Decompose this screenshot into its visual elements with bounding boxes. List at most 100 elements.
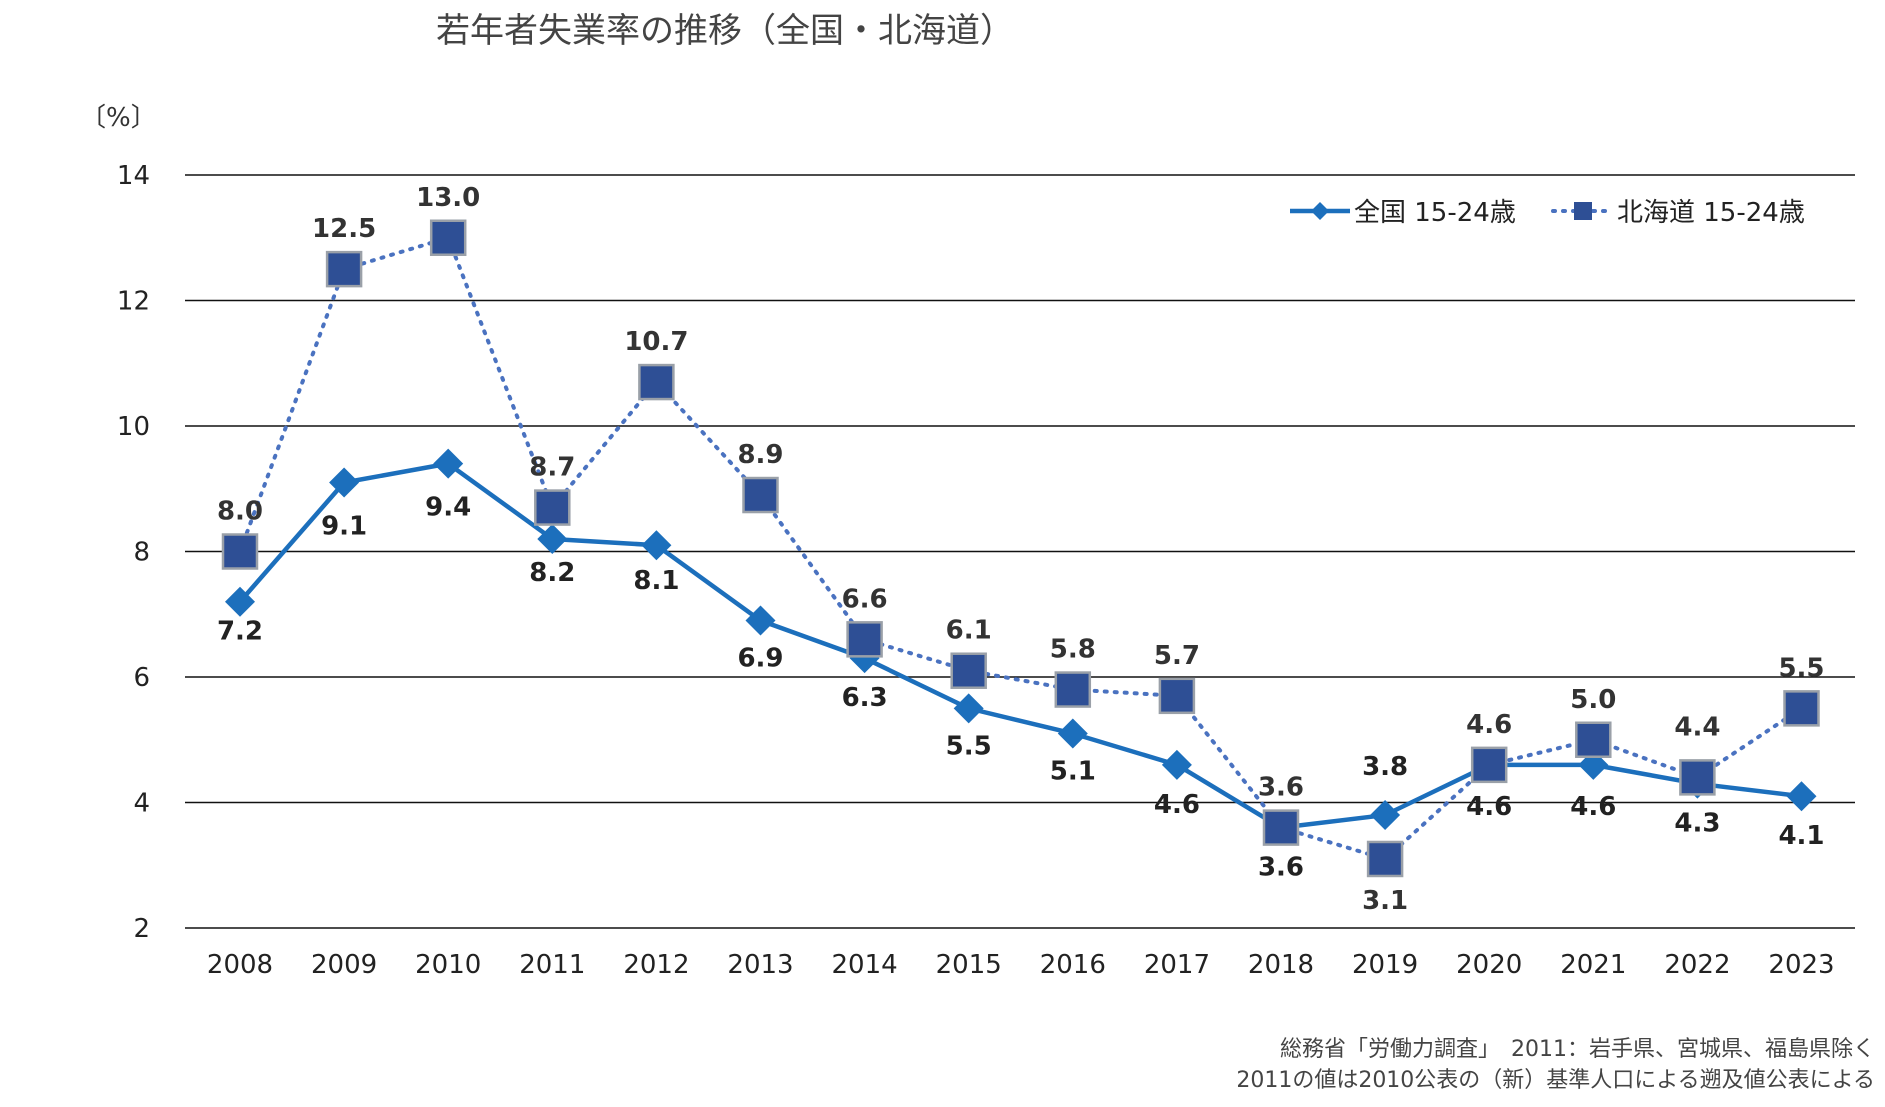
y-tick-label: 6 bbox=[133, 663, 150, 693]
data-label-national: 6.3 bbox=[842, 683, 888, 713]
data-label-national: 4.3 bbox=[1674, 809, 1720, 839]
data-label-hokkaido: 4.4 bbox=[1674, 712, 1720, 742]
point-hokkaido bbox=[325, 250, 363, 288]
data-label-hokkaido: 5.7 bbox=[1154, 641, 1200, 671]
data-label-hokkaido: 12.5 bbox=[312, 214, 376, 244]
x-tick-label: 2020 bbox=[1456, 950, 1522, 980]
data-label-national: 6.9 bbox=[737, 644, 783, 674]
point-national bbox=[329, 467, 360, 498]
data-label-hokkaido: 5.8 bbox=[1050, 635, 1096, 665]
point-national bbox=[1161, 749, 1192, 780]
point-hokkaido bbox=[742, 476, 779, 514]
y-tick-label: 2 bbox=[133, 914, 150, 944]
legend-label-national: 全国 15-24歳 bbox=[1354, 198, 1516, 228]
point-hokkaido bbox=[534, 489, 571, 526]
x-tick-label: 2021 bbox=[1560, 950, 1626, 980]
x-tick-label: 2018 bbox=[1248, 950, 1314, 980]
point-national bbox=[641, 530, 672, 561]
data-label-national: 4.6 bbox=[1570, 792, 1616, 822]
point-hokkaido bbox=[1679, 759, 1716, 796]
x-tick-label: 2016 bbox=[1040, 950, 1106, 980]
legend-marker-national bbox=[1311, 202, 1329, 220]
point-hokkaido bbox=[1575, 721, 1612, 758]
data-label-national: 8.2 bbox=[529, 558, 575, 588]
point-hokkaido bbox=[429, 219, 467, 256]
data-label-national: 7.2 bbox=[217, 617, 263, 647]
data-label-hokkaido: 6.6 bbox=[842, 584, 888, 614]
series-layer bbox=[221, 219, 1820, 878]
data-label-national: 4.6 bbox=[1154, 790, 1200, 820]
y-unit-label: 〔%〕 bbox=[80, 103, 157, 133]
point-hokkaido bbox=[950, 652, 987, 689]
y-tick-label: 8 bbox=[133, 538, 150, 568]
point-hokkaido bbox=[846, 621, 883, 658]
series-line-national bbox=[238, 461, 1802, 830]
point-national bbox=[225, 586, 255, 617]
data-label-national: 3.8 bbox=[1362, 752, 1408, 782]
point-national bbox=[1370, 800, 1401, 831]
point-hokkaido bbox=[1783, 690, 1820, 727]
y-tick-label: 10 bbox=[117, 412, 150, 442]
point-hokkaido bbox=[1054, 671, 1092, 708]
chart-title: 若年者失業率の推移（全国・北海道） bbox=[436, 11, 1014, 51]
point-hokkaido bbox=[1366, 840, 1404, 878]
point-hokkaido bbox=[1262, 809, 1300, 846]
point-national bbox=[953, 693, 984, 724]
point-national bbox=[745, 605, 776, 636]
point-hokkaido bbox=[221, 533, 259, 570]
data-label-national: 9.1 bbox=[321, 511, 367, 541]
y-tick-label: 14 bbox=[117, 161, 150, 191]
data-label-national: 5.5 bbox=[946, 731, 992, 761]
data-label-hokkaido: 13.0 bbox=[416, 183, 480, 213]
x-tick-label: 2013 bbox=[727, 950, 793, 980]
source-notes: 総務省「労働力調査」 2011：岩手県、宮城県、福島県除く 2011の値は2010… bbox=[1236, 1037, 1875, 1093]
x-tick-label: 2023 bbox=[1768, 950, 1834, 980]
y-tick-label: 4 bbox=[133, 789, 150, 819]
data-label-hokkaido: 8.0 bbox=[217, 497, 263, 527]
data-label-hokkaido: 8.9 bbox=[737, 440, 783, 470]
data-label-national: 5.1 bbox=[1050, 756, 1096, 786]
data-label-national: 9.4 bbox=[425, 493, 471, 523]
data-label-national: 4.1 bbox=[1778, 821, 1824, 851]
x-tick-label: 2015 bbox=[936, 950, 1002, 980]
point-hokkaido bbox=[1470, 746, 1508, 784]
data-label-national: 4.6 bbox=[1466, 792, 1512, 822]
x-tick-label: 2010 bbox=[415, 950, 481, 980]
x-tick-label: 2011 bbox=[519, 950, 585, 980]
data-label-hokkaido: 10.7 bbox=[624, 327, 688, 357]
legend-label-hokkaido: 北海道 15-24歳 bbox=[1617, 198, 1805, 228]
legend: 全国 15-24歳 北海道 15-24歳 bbox=[1290, 198, 1805, 228]
point-hokkaido bbox=[638, 363, 675, 401]
data-label-hokkaido: 3.6 bbox=[1258, 773, 1304, 803]
source-note: 2011の値は2010公表の（新）基準人口による遡及値公表による bbox=[1236, 1068, 1875, 1093]
x-tick-label: 2012 bbox=[623, 950, 689, 980]
point-national bbox=[537, 523, 568, 554]
source-note: 総務省「労働力調査」 2011：岩手県、宮城県、福島県除く bbox=[1280, 1037, 1875, 1062]
x-tick-label: 2017 bbox=[1144, 950, 1210, 980]
point-national bbox=[433, 448, 464, 479]
data-labels: 7.2 9.1 9.4 8.2 8.1 6.9 6.3 5.5 5.1 4.6 3.6 3.8 4.6 4… bbox=[217, 183, 1825, 916]
data-label-hokkaido: 5.0 bbox=[1570, 685, 1616, 715]
data-label-hokkaido: 3.1 bbox=[1362, 886, 1408, 916]
data-label-hokkaido: 6.1 bbox=[946, 616, 992, 646]
data-label-hokkaido: 8.7 bbox=[529, 453, 575, 483]
data-label-hokkaido: 4.6 bbox=[1466, 710, 1512, 740]
x-tick-label: 2022 bbox=[1664, 950, 1730, 980]
data-label-national: 8.1 bbox=[633, 566, 679, 596]
point-national bbox=[1786, 781, 1817, 812]
series-line-hokkaido bbox=[238, 235, 1804, 862]
x-tick-label: 2014 bbox=[832, 950, 898, 980]
y-tick-labels: 2 4 6 8 10 12 14 bbox=[117, 161, 150, 944]
data-label-national: 3.6 bbox=[1258, 853, 1304, 883]
x-tick-label: 2009 bbox=[311, 950, 377, 980]
legend-marker-hokkaido bbox=[1574, 202, 1592, 220]
data-label-hokkaido: 5.5 bbox=[1778, 653, 1824, 683]
point-hokkaido bbox=[1158, 677, 1196, 715]
x-tick-label: 2019 bbox=[1352, 950, 1418, 980]
grid-lines bbox=[185, 174, 1855, 929]
point-national bbox=[1057, 718, 1088, 749]
y-tick-label: 12 bbox=[117, 287, 150, 317]
x-tick-label: 2008 bbox=[207, 950, 273, 980]
x-tick-labels: 2008 2009 2010 2011 2012 2013 2014 2015 2016 2017… bbox=[207, 950, 1835, 980]
